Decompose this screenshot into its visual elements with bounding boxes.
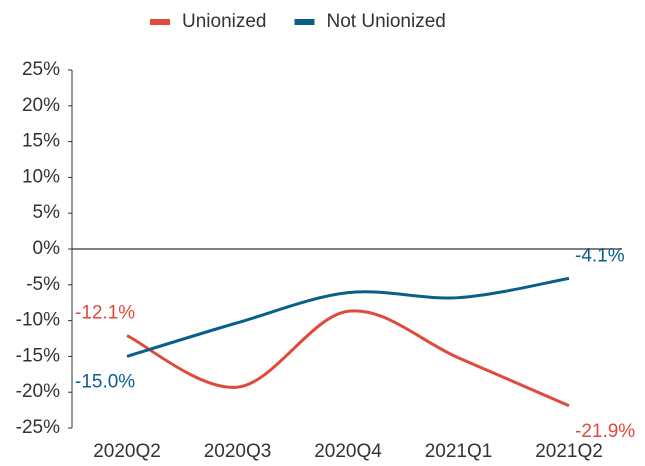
y-tick-label: 15% bbox=[22, 131, 60, 152]
y-tick-label: -5% bbox=[26, 274, 60, 295]
data-label: -15.0% bbox=[75, 371, 135, 392]
x-tick-label: 2021Q1 bbox=[425, 441, 493, 462]
data-label: -12.1% bbox=[75, 303, 135, 324]
x-tick-label: 2021Q2 bbox=[535, 441, 603, 462]
legend-label: Not Unionized bbox=[327, 11, 446, 32]
x-tick-label: 2020Q4 bbox=[314, 441, 382, 462]
y-tick-label: 25% bbox=[22, 59, 60, 80]
series-line bbox=[126, 309, 570, 408]
legend-label: Unionized bbox=[182, 11, 267, 32]
x-tick-label: 2020Q2 bbox=[93, 441, 161, 462]
data-label: -21.9% bbox=[575, 421, 635, 442]
series-line bbox=[126, 276, 570, 358]
y-tick-label: -25% bbox=[16, 417, 60, 438]
y-tick-label: 0% bbox=[33, 238, 61, 259]
y-tick-label: -10% bbox=[16, 310, 60, 331]
y-tick-label: 10% bbox=[22, 166, 60, 187]
y-tick-label: 5% bbox=[33, 202, 61, 223]
x-tick-label: 2020Q3 bbox=[204, 441, 272, 462]
data-label: -4.1% bbox=[575, 245, 625, 266]
y-tick-label: 20% bbox=[22, 95, 60, 116]
legend-swatch bbox=[150, 19, 170, 25]
y-tick-label: -15% bbox=[16, 345, 60, 366]
legend-swatch bbox=[294, 19, 315, 25]
y-tick-label: -20% bbox=[16, 381, 60, 402]
